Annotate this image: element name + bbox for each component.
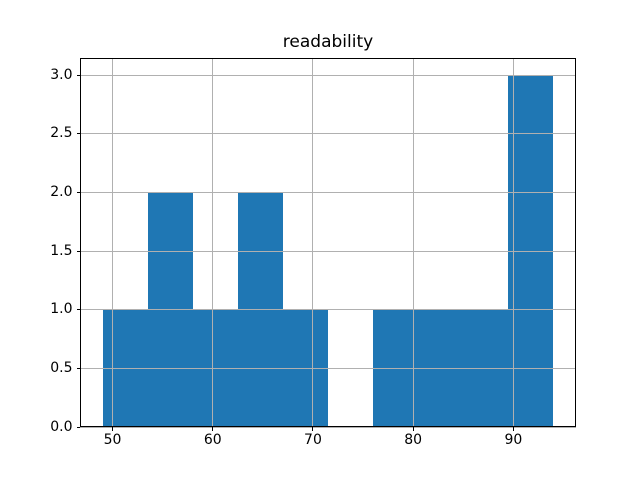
gridline-vertical: [412, 57, 414, 428]
x-tick-mark: [412, 427, 414, 431]
y-tick-label: 1.0: [50, 301, 73, 318]
y-tick-mark: [76, 250, 80, 252]
y-tick-mark: [76, 426, 80, 428]
gridline-horizontal: [80, 426, 576, 428]
y-tick-label: 3.0: [50, 66, 73, 83]
y-tick-mark: [76, 133, 80, 135]
y-tick-label: 2.5: [50, 125, 73, 142]
y-tick-label: 0.0: [50, 418, 73, 435]
x-tick-mark: [312, 427, 314, 431]
x-tick-mark: [212, 427, 214, 431]
x-tick-label: 50: [103, 432, 122, 449]
gridline-vertical: [212, 57, 214, 428]
chart-title: readability: [282, 32, 374, 52]
gridline-horizontal: [80, 192, 576, 194]
y-tick-mark: [76, 309, 80, 311]
gridline-horizontal: [80, 133, 576, 135]
x-tick-mark: [112, 427, 114, 431]
x-tick-label: 70: [304, 432, 322, 449]
gridline-vertical: [112, 57, 114, 428]
gridline-horizontal: [80, 250, 576, 252]
y-tick-mark: [76, 74, 80, 76]
y-tick-label: 0.5: [50, 360, 73, 377]
x-tick-label: 60: [203, 432, 222, 449]
y-tick-mark: [76, 368, 80, 370]
gridline-vertical: [512, 57, 514, 428]
y-tick-label: 1.5: [50, 242, 73, 259]
x-tick-label: 80: [404, 432, 423, 449]
y-tick-mark: [76, 192, 80, 194]
x-tick-mark: [512, 427, 514, 431]
gridline-vertical: [312, 57, 314, 428]
y-tick-label: 2.0: [50, 184, 73, 201]
gridline-horizontal: [80, 368, 576, 370]
gridline-horizontal: [80, 74, 576, 76]
gridline-horizontal: [80, 309, 576, 311]
x-tick-label: 90: [504, 432, 523, 449]
